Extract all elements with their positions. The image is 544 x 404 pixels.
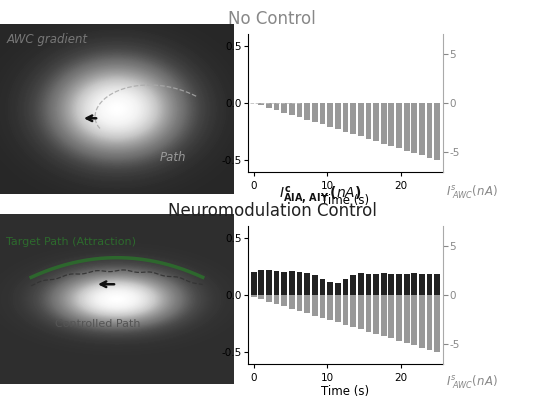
- Bar: [266, 295, 272, 302]
- Bar: [373, 295, 379, 334]
- Bar: [388, 103, 394, 146]
- Bar: [258, 295, 264, 299]
- Bar: [289, 103, 295, 115]
- Bar: [426, 274, 432, 295]
- Bar: [396, 295, 402, 341]
- Bar: [419, 295, 425, 347]
- Text: $I^s_{\ AWC}(nA)$: $I^s_{\ AWC}(nA)$: [447, 374, 498, 391]
- Bar: [296, 103, 302, 117]
- Bar: [304, 103, 310, 120]
- Bar: [335, 295, 341, 322]
- Text: AWC gradient: AWC gradient: [6, 33, 88, 46]
- Text: Path: Path: [160, 152, 187, 164]
- Bar: [411, 295, 417, 345]
- Bar: [419, 274, 425, 295]
- Bar: [304, 273, 310, 295]
- Bar: [381, 273, 387, 295]
- Bar: [350, 103, 356, 134]
- Bar: [343, 295, 348, 325]
- Bar: [373, 274, 379, 295]
- Bar: [411, 103, 417, 153]
- Bar: [312, 276, 318, 295]
- Bar: [335, 284, 341, 295]
- Text: Neuromodulation Control: Neuromodulation Control: [168, 202, 376, 220]
- Bar: [304, 295, 310, 313]
- Bar: [251, 272, 257, 295]
- Bar: [381, 103, 387, 143]
- Bar: [281, 295, 287, 306]
- Bar: [289, 271, 295, 295]
- Bar: [419, 103, 425, 156]
- Bar: [274, 295, 280, 304]
- Bar: [358, 273, 363, 295]
- Bar: [312, 103, 318, 122]
- Bar: [289, 295, 295, 309]
- Bar: [366, 103, 371, 139]
- Bar: [258, 103, 264, 105]
- Bar: [281, 272, 287, 295]
- Bar: [320, 295, 325, 318]
- Bar: [266, 270, 272, 295]
- Bar: [434, 295, 440, 352]
- Bar: [274, 271, 280, 295]
- Bar: [320, 103, 325, 124]
- Bar: [426, 103, 432, 158]
- Bar: [434, 103, 440, 160]
- Bar: [373, 103, 379, 141]
- Bar: [251, 295, 257, 297]
- Bar: [350, 276, 356, 295]
- Text: No Control: No Control: [228, 10, 316, 28]
- Bar: [327, 103, 333, 127]
- Bar: [404, 274, 410, 295]
- Bar: [320, 279, 325, 295]
- Bar: [266, 103, 272, 108]
- Text: $I^s_{\ AWC}(nA)$: $I^s_{\ AWC}(nA)$: [447, 184, 498, 201]
- Bar: [388, 274, 394, 295]
- Bar: [411, 273, 417, 295]
- Bar: [335, 103, 341, 129]
- Bar: [396, 274, 402, 295]
- Bar: [350, 295, 356, 327]
- Bar: [381, 295, 387, 336]
- Bar: [312, 295, 318, 316]
- Bar: [404, 295, 410, 343]
- Bar: [327, 282, 333, 295]
- Bar: [366, 295, 371, 332]
- Text: $\mathbf{\mathit{I}^c_{AIA,\,AIY}\,(\mathit{nA})}$: $\mathbf{\mathit{I}^c_{AIA,\,AIY}\,(\mat…: [279, 184, 362, 207]
- Bar: [434, 274, 440, 295]
- Text: Controlled Path: Controlled Path: [55, 319, 140, 329]
- Bar: [327, 295, 333, 320]
- Bar: [258, 270, 264, 295]
- X-axis label: Time (s): Time (s): [322, 194, 369, 206]
- Bar: [343, 279, 348, 295]
- Bar: [366, 274, 371, 295]
- Bar: [343, 103, 348, 132]
- Bar: [396, 103, 402, 148]
- Bar: [274, 103, 280, 110]
- X-axis label: Time (s): Time (s): [322, 385, 369, 398]
- Bar: [388, 295, 394, 339]
- Bar: [404, 103, 410, 151]
- Bar: [358, 103, 363, 137]
- Bar: [281, 103, 287, 113]
- Bar: [296, 295, 302, 311]
- Bar: [358, 295, 363, 329]
- Bar: [296, 272, 302, 295]
- Bar: [426, 295, 432, 350]
- Text: Target Path (Attraction): Target Path (Attraction): [6, 237, 136, 247]
